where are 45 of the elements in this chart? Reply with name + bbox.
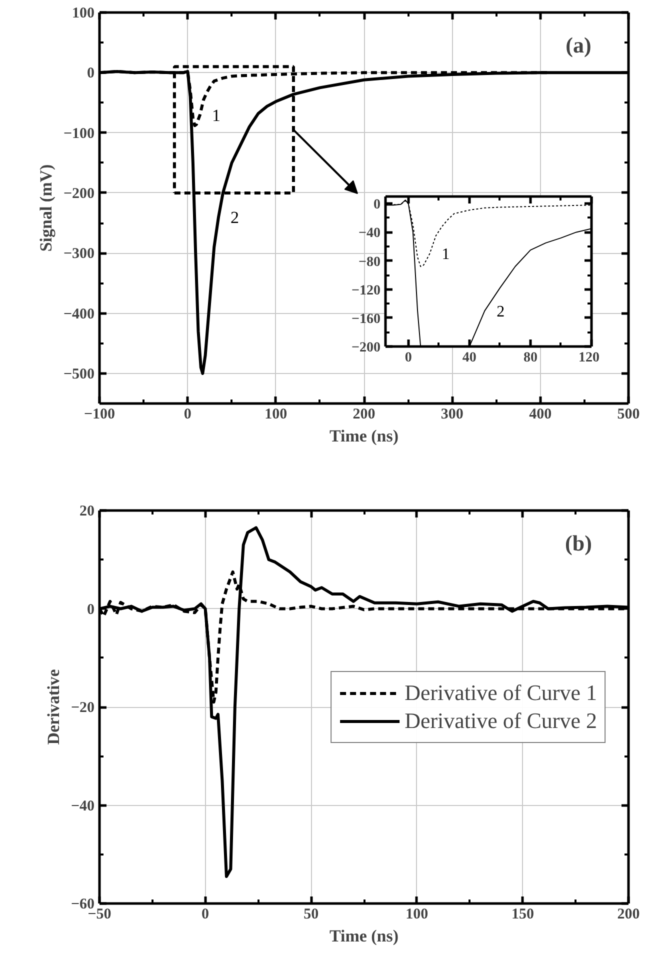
x-tick-label: 0 (184, 406, 192, 422)
x-tick-label: 300 (440, 406, 464, 422)
y-tick-label: −80 (358, 254, 381, 270)
y-tick-label: −300 (63, 246, 95, 262)
x-tick-label: 40 (462, 350, 476, 366)
y-tick-label: −120 (352, 283, 381, 298)
x-tick-label: 100 (406, 906, 428, 922)
x-axis-title: Time (ns) (329, 926, 399, 946)
annotation: (b) (565, 530, 592, 556)
y-tick-label: −200 (352, 340, 381, 356)
x-tick-label: 0 (404, 350, 412, 366)
x-tick-label: 80 (523, 350, 538, 366)
y-tick-label: −500 (63, 366, 95, 382)
legend-label: Derivative of Curve 2 (404, 708, 597, 734)
y-tick-label: −20 (70, 700, 95, 716)
y-tick-label: 0 (374, 198, 380, 213)
legend-label: Derivative of Curve 1 (404, 680, 597, 706)
x-tick-label: 400 (529, 406, 552, 422)
y-axis-title: Derivative (44, 668, 63, 745)
y-tick-label: 100 (72, 6, 94, 22)
x-tick-label: 150 (511, 906, 534, 922)
annotation: 1 (442, 246, 450, 264)
x-tick-label: 200 (352, 406, 376, 422)
x-tick-label: 100 (264, 406, 288, 422)
x-tick-label: 200 (617, 906, 640, 922)
annotation: 2 (230, 208, 240, 228)
y-tick-label: −200 (63, 186, 95, 202)
y-axis-title: Signal (mV) (36, 164, 56, 252)
y-tick-label: 20 (80, 504, 94, 520)
y-tick-label: −160 (352, 312, 381, 327)
y-tick-label: 0 (87, 66, 94, 82)
x-tick-label: 0 (202, 906, 210, 922)
annotation: 2 (496, 303, 505, 320)
y-tick-label: −40 (358, 226, 381, 242)
annotation: 1 (212, 106, 221, 125)
annotation: (a) (566, 32, 592, 58)
y-tick-label: −400 (63, 306, 95, 322)
y-tick-label: −40 (70, 798, 95, 814)
x-axis-title: Time (ns) (329, 426, 399, 446)
x-tick-label: 120 (578, 350, 600, 366)
y-tick-label: −60 (70, 896, 95, 912)
y-tick-label: −100 (63, 126, 95, 142)
y-tick-label: 0 (87, 602, 94, 618)
x-tick-label: 500 (617, 406, 640, 422)
x-tick-label: 50 (304, 906, 319, 922)
